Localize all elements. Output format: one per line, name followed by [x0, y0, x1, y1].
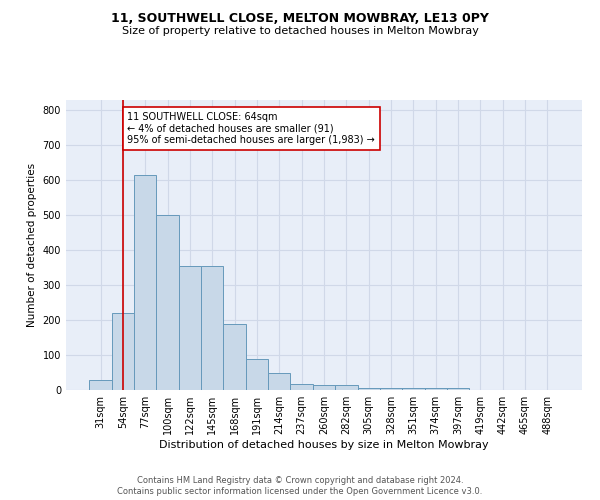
- Bar: [223, 324, 246, 390]
- Text: Contains HM Land Registry data © Crown copyright and database right 2024.: Contains HM Land Registry data © Crown c…: [137, 476, 463, 485]
- Bar: [335, 386, 358, 390]
- Text: Size of property relative to detached houses in Melton Mowbray: Size of property relative to detached ho…: [122, 26, 478, 36]
- Text: 11 SOUTHWELL CLOSE: 64sqm
← 4% of detached houses are smaller (91)
95% of semi-d: 11 SOUTHWELL CLOSE: 64sqm ← 4% of detach…: [127, 112, 375, 146]
- Bar: [402, 388, 425, 390]
- Bar: [380, 388, 402, 390]
- Bar: [425, 388, 447, 390]
- X-axis label: Distribution of detached houses by size in Melton Mowbray: Distribution of detached houses by size …: [159, 440, 489, 450]
- Bar: [179, 266, 201, 390]
- Y-axis label: Number of detached properties: Number of detached properties: [27, 163, 37, 327]
- Text: 11, SOUTHWELL CLOSE, MELTON MOWBRAY, LE13 0PY: 11, SOUTHWELL CLOSE, MELTON MOWBRAY, LE1…: [111, 12, 489, 26]
- Bar: [201, 266, 223, 390]
- Bar: [134, 175, 157, 390]
- Bar: [89, 380, 112, 390]
- Bar: [246, 358, 268, 390]
- Bar: [290, 384, 313, 390]
- Bar: [447, 388, 469, 390]
- Text: Contains public sector information licensed under the Open Government Licence v3: Contains public sector information licen…: [118, 487, 482, 496]
- Bar: [268, 372, 290, 390]
- Bar: [313, 386, 335, 390]
- Bar: [358, 388, 380, 390]
- Bar: [157, 216, 179, 390]
- Bar: [112, 313, 134, 390]
